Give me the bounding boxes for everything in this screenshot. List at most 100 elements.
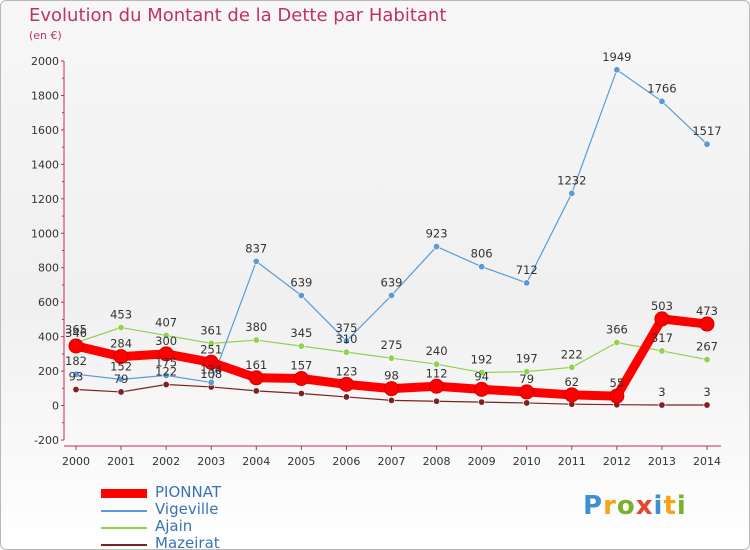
data-label-ajain: 197 <box>516 352 538 366</box>
data-label-vigeville: 923 <box>426 227 448 241</box>
data-point-vigeville <box>72 370 80 378</box>
data-point-ajain <box>568 363 576 371</box>
data-point-pionnat <box>248 370 264 386</box>
data-point-mazeirat <box>72 386 80 394</box>
y-tick-label: 200 <box>38 365 59 378</box>
data-point-ajain <box>433 360 441 368</box>
data-point-ajain <box>658 347 666 355</box>
chart-title: Evolution du Montant de la Dette par Hab… <box>29 5 447 26</box>
data-point-pionnat <box>158 346 174 362</box>
data-point-pionnat <box>519 384 535 400</box>
x-tick-label: 2006 <box>332 455 360 468</box>
data-point-vigeville <box>117 375 125 383</box>
data-point-mazeirat <box>342 393 350 401</box>
data-point-ajain <box>387 354 395 362</box>
data-point-pionnat <box>429 378 445 394</box>
logo-letter: t <box>663 491 677 521</box>
data-point-pionnat <box>203 354 219 370</box>
data-label-vigeville: 1949 <box>602 50 631 64</box>
data-point-ajain <box>252 336 260 344</box>
legend-label-mazeirat: Mazeirat <box>155 534 220 550</box>
data-label-ajain: 275 <box>381 338 403 352</box>
data-point-ajain <box>117 324 125 332</box>
data-point-vigeville <box>523 279 531 287</box>
data-point-mazeirat <box>252 387 260 395</box>
data-point-ajain <box>342 348 350 356</box>
proxiti-logo: Proxiti <box>583 491 687 521</box>
x-tick-label: 2007 <box>378 455 406 468</box>
data-point-mazeirat <box>658 401 666 409</box>
data-point-vigeville <box>342 337 350 345</box>
legend-swatch-pionnat <box>101 489 147 498</box>
data-point-mazeirat <box>162 381 170 389</box>
data-label-ajain: 240 <box>426 344 448 358</box>
x-tick-label: 2000 <box>62 455 90 468</box>
x-tick-label: 2009 <box>468 455 496 468</box>
data-label-ajain: 407 <box>155 315 177 329</box>
data-point-mazeirat <box>433 397 441 405</box>
data-point-mazeirat <box>117 388 125 396</box>
legend-swatch-vigeville <box>101 510 147 512</box>
data-labels: 93 79 122 108 3 3 365 453 407 361 380 345 310 275 240 1… <box>65 50 722 399</box>
data-label-mazeirat: 79 <box>114 372 129 386</box>
data-label-pionnat: 503 <box>651 299 673 313</box>
logo-letter: i <box>653 491 664 521</box>
data-point-vigeville <box>703 140 711 148</box>
data-point-ajain <box>613 338 621 346</box>
x-tick-label: 2014 <box>693 455 721 468</box>
y-tick-label: 2000 <box>31 55 59 68</box>
data-label-ajain: 317 <box>651 331 673 345</box>
legend-label-vigeville: Vigeville <box>155 500 219 518</box>
y-tick-label: 600 <box>38 296 59 309</box>
logo-letter: r <box>603 491 617 521</box>
data-label-pionnat: 284 <box>110 337 132 351</box>
data-point-vigeville <box>297 291 305 299</box>
logo-letter: o <box>616 491 636 521</box>
data-label-mazeirat: 3 <box>658 385 665 399</box>
data-label-vigeville: 806 <box>471 247 493 261</box>
data-label-vigeville: 182 <box>65 354 87 368</box>
y-tick-label: 0 <box>52 400 59 413</box>
data-label-ajain: 453 <box>110 308 132 322</box>
data-point-pionnat <box>609 388 625 404</box>
x-tick-label: 2002 <box>152 455 180 468</box>
logo-letter: x <box>635 491 654 521</box>
data-point-vigeville <box>252 257 260 265</box>
data-label-vigeville: 837 <box>245 241 267 255</box>
data-label-vigeville: 639 <box>381 275 403 289</box>
data-point-vigeville <box>162 371 170 379</box>
data-point-pionnat <box>113 349 129 365</box>
y-tick-label: 800 <box>38 262 59 275</box>
x-tick-label: 2012 <box>603 455 631 468</box>
chart-subtitle: (en €) <box>29 29 62 42</box>
x-tick-label: 2001 <box>107 455 135 468</box>
data-label-mazeirat: 108 <box>200 367 222 381</box>
y-tick-label: 400 <box>38 331 59 344</box>
data-label-pionnat: 161 <box>245 358 267 372</box>
data-point-vigeville <box>568 189 576 197</box>
data-label-pionnat: 251 <box>200 342 222 356</box>
data-point-pionnat <box>654 311 670 327</box>
data-label-ajain: 345 <box>290 326 312 340</box>
data-point-mazeirat <box>297 389 305 397</box>
data-label-pionnat: 112 <box>426 366 448 380</box>
data-point-mazeirat <box>387 396 395 404</box>
data-label-ajain: 380 <box>245 320 267 334</box>
data-label-vigeville: 1766 <box>647 81 676 95</box>
x-tick-label: 2003 <box>197 455 225 468</box>
data-point-pionnat <box>68 338 84 354</box>
data-point-pionnat <box>384 381 399 397</box>
data-label-ajain: 192 <box>471 352 493 366</box>
data-label-pionnat: 473 <box>696 304 718 318</box>
data-label-vigeville: 712 <box>516 263 538 277</box>
legend-swatch-mazeirat <box>101 544 147 546</box>
data-point-ajain <box>523 368 531 376</box>
y-tick-label: -200 <box>34 434 59 447</box>
x-tick-label: 2004 <box>242 455 270 468</box>
data-point-vigeville <box>478 263 486 271</box>
data-label-mazeirat: 93 <box>69 370 84 384</box>
data-point-mazeirat <box>478 398 486 406</box>
data-label-pionnat: 79 <box>519 372 534 386</box>
y-tick-label: 1800 <box>31 89 59 102</box>
